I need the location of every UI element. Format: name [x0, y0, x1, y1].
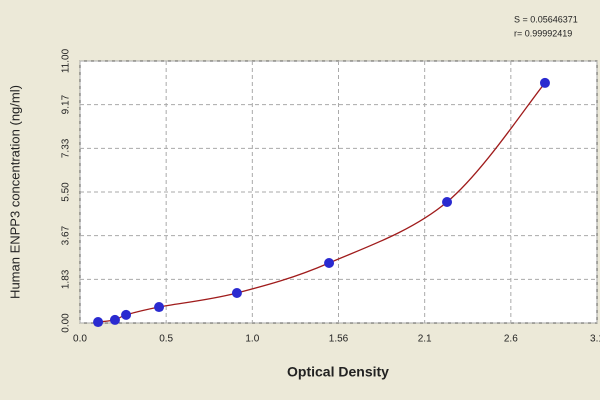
y-tick-label: 5.50: [61, 182, 72, 202]
data-point: [442, 197, 453, 208]
annotation: r= 0.99992419: [514, 28, 572, 38]
annotation: S = 0.05646371: [514, 14, 578, 24]
data-point: [121, 309, 132, 320]
y-tick-label: 9.17: [61, 94, 72, 114]
data-point: [93, 317, 104, 328]
x-tick-label: 0.0: [73, 334, 87, 345]
y-axis-label: Human ENPP3 concentration (ng/ml): [7, 85, 22, 299]
data-point: [154, 302, 165, 313]
x-tick-label: 1.0: [245, 334, 259, 345]
y-tick-label: 7.33: [61, 138, 72, 158]
data-point: [539, 77, 550, 88]
y-tick-label: 11.00: [61, 48, 72, 73]
x-tick-label: 0.5: [159, 334, 173, 345]
data-point: [324, 257, 335, 268]
x-tick-label: 2.6: [504, 334, 518, 345]
x-axis-label: Optical Density: [287, 364, 389, 380]
data-point: [109, 314, 120, 325]
data-point: [231, 287, 242, 298]
x-tick-label: 1.56: [329, 334, 349, 345]
y-tick-label: 1.83: [61, 269, 72, 289]
x-tick-label: 2.1: [418, 334, 432, 345]
x-tick-label: 3.1: [590, 334, 600, 345]
y-tick-label: 0.00: [61, 313, 72, 333]
y-tick-label: 3.67: [61, 225, 72, 245]
